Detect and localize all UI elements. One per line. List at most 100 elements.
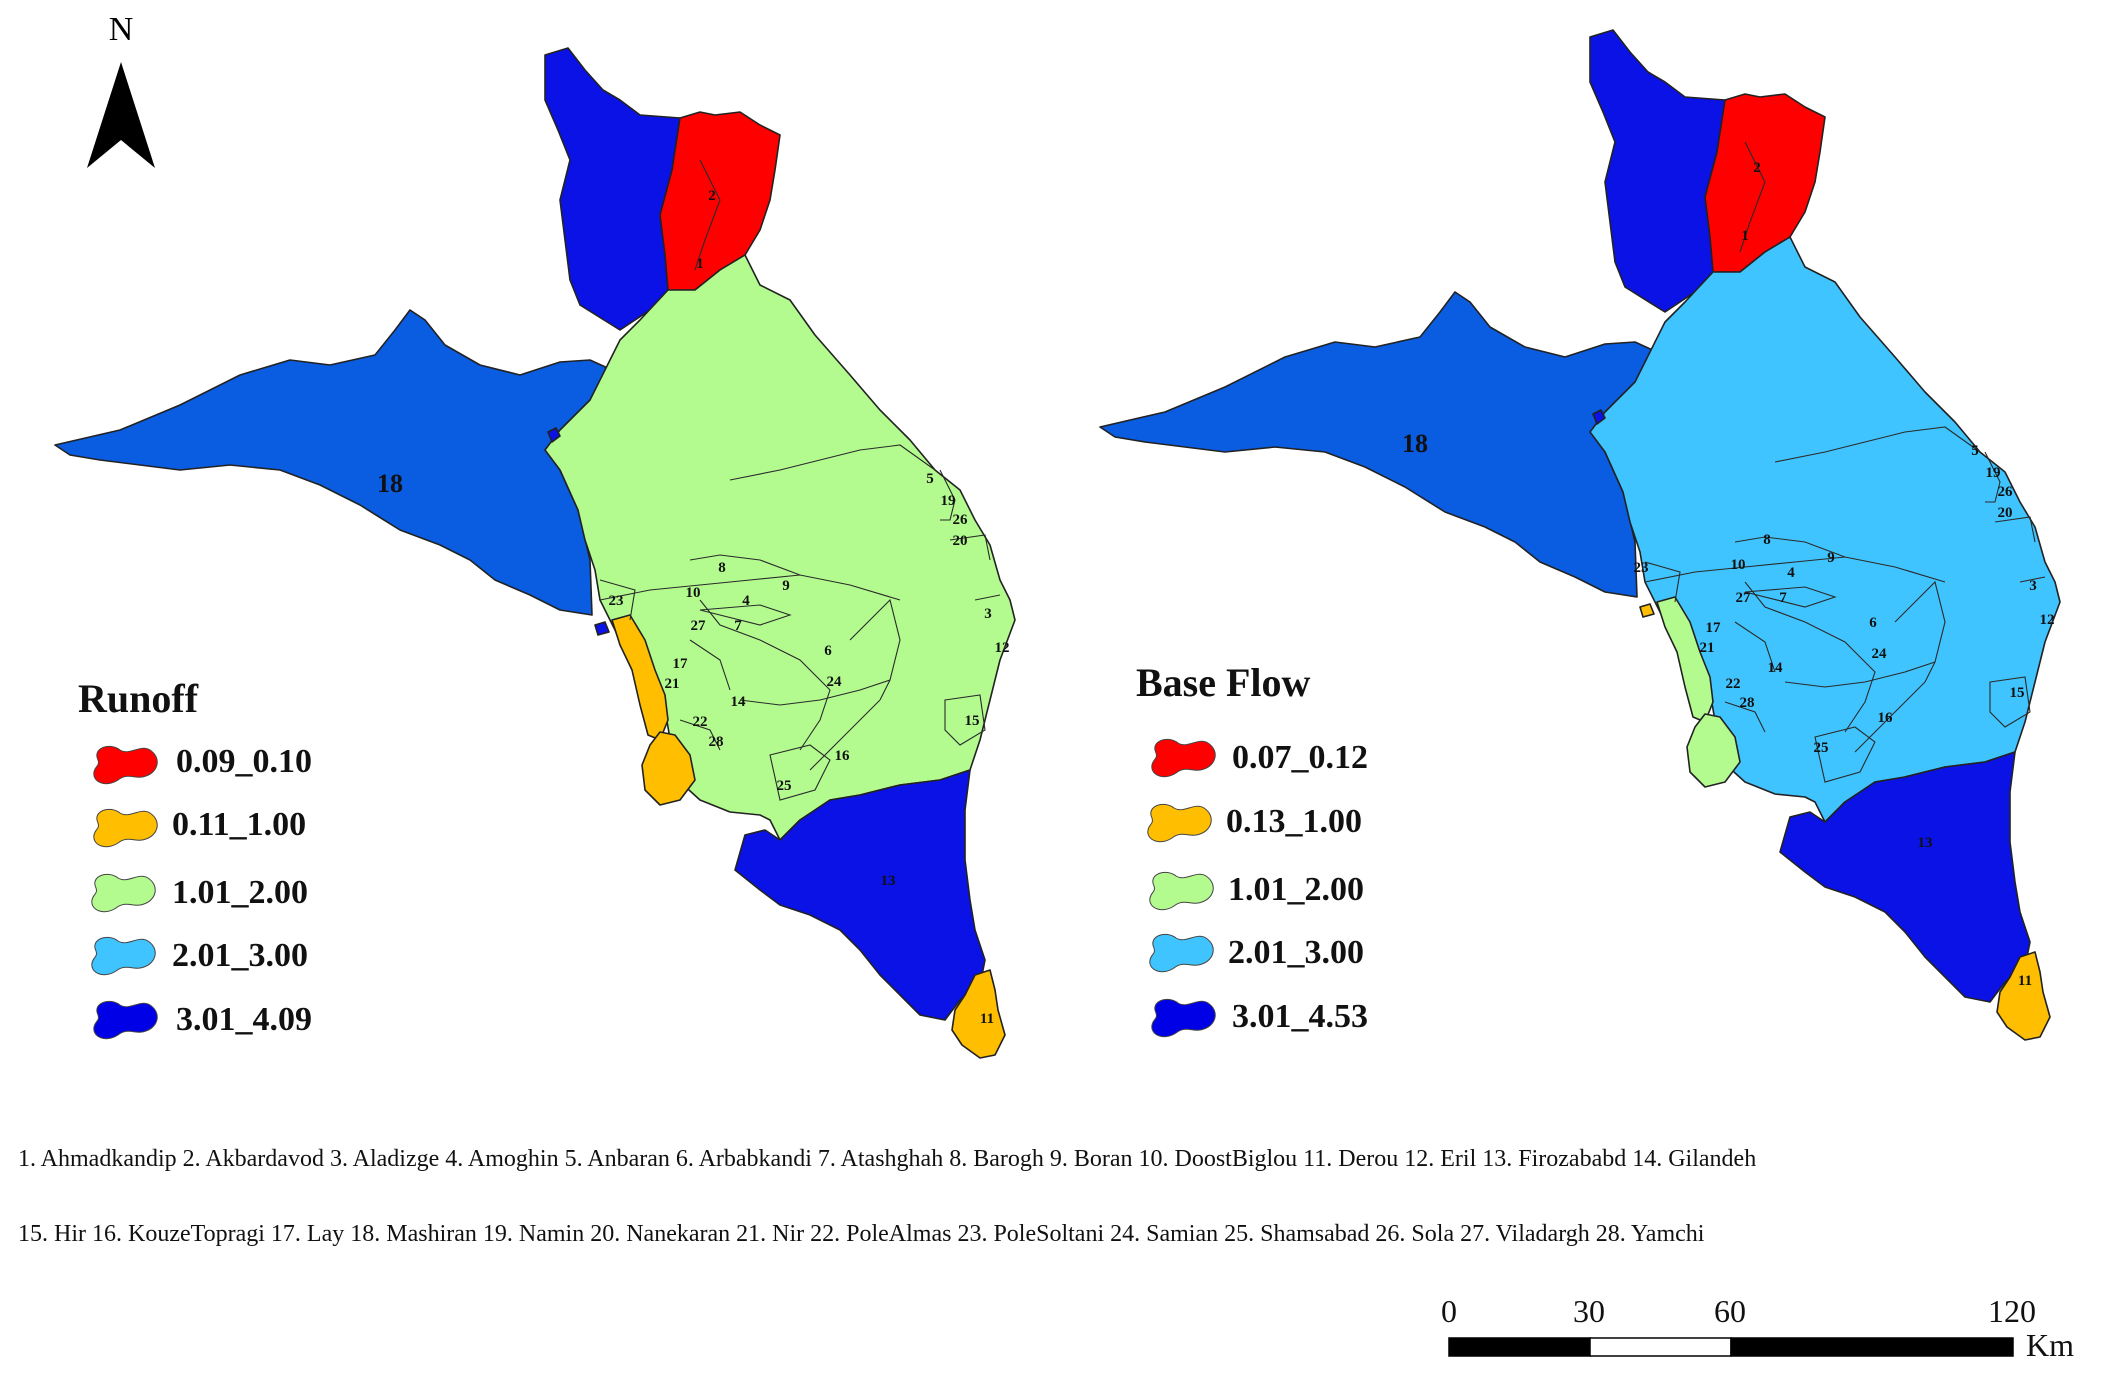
north-arrow-label: N: [109, 11, 134, 48]
label-12: 12: [995, 640, 1010, 656]
label-21: 21: [1700, 640, 1715, 656]
subbasin-boundaries: [1644, 141, 2046, 783]
north-arrow: N: [87, 11, 155, 168]
baseflow-legend-label-0: 0.07_0.12: [1232, 739, 1368, 776]
legend-swatch-2: [91, 873, 156, 913]
label-28: 28: [709, 734, 724, 750]
label-20: 20: [953, 533, 968, 549]
legend-swatch-3: [1149, 933, 1214, 973]
label-4: 4: [1787, 565, 1795, 581]
subbasin-northwest: [544, 47, 681, 331]
label-6: 6: [1869, 615, 1877, 631]
label-22: 22: [693, 714, 708, 730]
legend-swatch-4: [93, 1000, 158, 1040]
label-5: 5: [1971, 443, 1979, 459]
runoff-legend-label-4: 3.01_4.09: [176, 1001, 312, 1038]
legend-swatch-2: [1149, 871, 1214, 911]
label-9: 9: [1827, 550, 1835, 566]
label-26: 26: [1998, 484, 2014, 500]
baseflow-legend-label-4: 3.01_4.53: [1232, 998, 1368, 1035]
label-4: 4: [742, 593, 750, 609]
label-12: 12: [2040, 612, 2055, 628]
label-2: 2: [708, 188, 716, 204]
label-28: 28: [1740, 695, 1755, 711]
subbasin-dot2: [594, 621, 610, 636]
legend-swatch-1: [1147, 803, 1212, 843]
label-14: 14: [1768, 660, 1784, 676]
baseflow-legend: Base Flow 0.07_0.12 0.13_1.00 1.01_2.00 …: [1136, 660, 1368, 1038]
subbasin-boundaries: [599, 159, 1001, 801]
runoff-legend-label-2: 1.01_2.00: [172, 874, 308, 911]
label-18: 18: [1402, 429, 1428, 458]
legend-swatch-0: [93, 745, 158, 785]
label-27: 27: [1736, 590, 1752, 606]
label-2: 2: [1753, 160, 1761, 176]
label-25: 25: [1814, 740, 1829, 756]
label-20: 20: [1998, 505, 2013, 521]
scale-tick-120: 120: [1988, 1293, 2036, 1329]
label-24: 24: [827, 674, 843, 690]
label-26: 26: [953, 512, 969, 528]
label-17: 17: [673, 656, 689, 672]
label-15: 15: [965, 713, 980, 729]
label-11: 11: [2018, 973, 2032, 989]
runoff-legend-label-0: 0.09_0.10: [176, 743, 312, 780]
scale-bar: 0 30 60 120 Km: [1441, 1293, 2074, 1363]
scale-segment-1: [1448, 1337, 1591, 1357]
scale-segment-3: [1730, 1337, 2014, 1357]
label-18: 18: [377, 469, 403, 498]
subbasin-dot2: [1639, 603, 1655, 618]
label-7: 7: [734, 618, 742, 634]
label-14: 14: [731, 694, 747, 710]
label-23: 23: [1634, 560, 1649, 576]
subbasin-names-line-1: 1. Ahmadkandip 2. Akbardavod 3. Aladizge…: [18, 1146, 1757, 1172]
baseflow-map-labels: 2 1 18 5 19 26 20 8 9 10 4 23 27 7 3 12 …: [1402, 160, 2055, 989]
legend-swatch-1: [93, 808, 158, 848]
subbasin-18: [54, 309, 613, 616]
label-3: 3: [984, 606, 992, 622]
label-8: 8: [718, 560, 726, 576]
subbasin-18: [1099, 291, 1658, 598]
label-5: 5: [926, 471, 934, 487]
label-11: 11: [980, 1011, 994, 1027]
baseflow-legend-label-1: 0.13_1.00: [1226, 803, 1362, 840]
runoff-map-labels: 2 1 18 5 19 26 20 8 9 10 4 23 27 7 3 12 …: [377, 188, 1010, 1027]
subbasin-northwest: [1589, 29, 1726, 313]
runoff-map: 2 1 18 5 19 26 20 8 9 10 4 23 27 7 3 12 …: [54, 47, 1016, 1059]
scale-tick-30: 30: [1573, 1293, 1605, 1329]
label-13: 13: [881, 873, 896, 889]
baseflow-legend-label-2: 1.01_2.00: [1228, 871, 1364, 908]
runoff-legend-title: Runoff: [78, 676, 199, 721]
label-3: 3: [2029, 578, 2037, 594]
scale-unit: Km: [2026, 1327, 2074, 1363]
label-9: 9: [782, 578, 790, 594]
runoff-legend-label-1: 0.11_1.00: [172, 806, 306, 843]
label-19: 19: [1986, 465, 2001, 481]
label-10: 10: [686, 585, 701, 601]
label-1: 1: [696, 256, 704, 272]
label-23: 23: [609, 593, 624, 609]
subbasin-names-line-2: 15. Hir 16. KouzeTopragi 17. Lay 18. Mas…: [18, 1221, 1705, 1247]
label-21: 21: [665, 676, 680, 692]
label-13: 13: [1918, 835, 1933, 851]
baseflow-map: 2 1 18 5 19 26 20 8 9 10 4 23 27 7 3 12 …: [1099, 29, 2061, 1041]
scale-segment-2: [1589, 1337, 1732, 1357]
label-6: 6: [824, 643, 832, 659]
label-17: 17: [1706, 620, 1722, 636]
label-16: 16: [1878, 710, 1894, 726]
scale-tick-60: 60: [1714, 1293, 1746, 1329]
label-16: 16: [835, 748, 851, 764]
label-15: 15: [2010, 685, 2025, 701]
legend-swatch-4: [1151, 998, 1216, 1038]
label-22: 22: [1726, 676, 1741, 692]
label-1: 1: [1741, 228, 1749, 244]
legend-swatch-3: [91, 936, 156, 976]
label-24: 24: [1872, 646, 1888, 662]
runoff-legend-label-3: 2.01_3.00: [172, 937, 308, 974]
label-7: 7: [1779, 590, 1787, 606]
north-arrow-icon: [87, 62, 155, 168]
scale-tick-0: 0: [1441, 1293, 1457, 1329]
baseflow-legend-title: Base Flow: [1136, 660, 1311, 705]
baseflow-legend-label-3: 2.01_3.00: [1228, 934, 1364, 971]
